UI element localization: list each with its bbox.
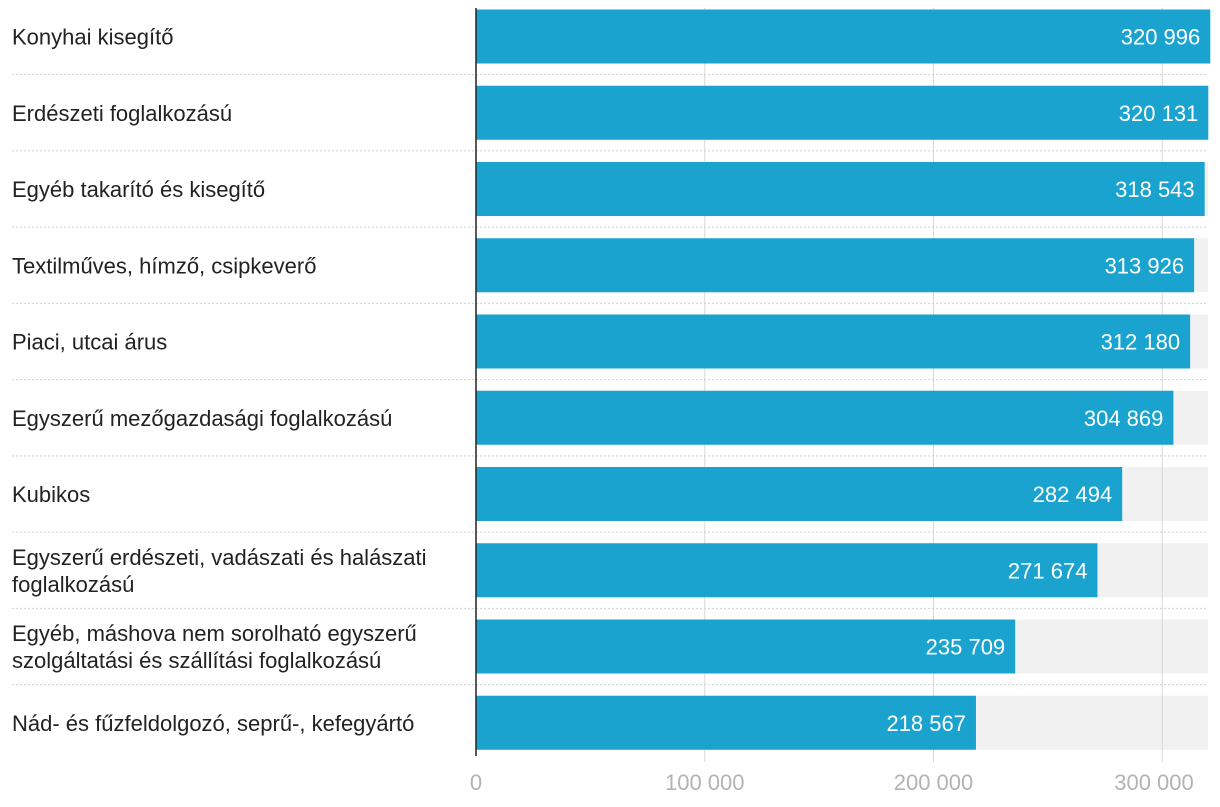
category-label-line: szolgáltatási és szállítási foglalkozású [12, 648, 381, 673]
bar-value-label: 312 180 [1101, 330, 1181, 355]
category-label-line: Piaci, utcai árus [12, 330, 167, 355]
x-tick-label: 300 000 [1114, 770, 1194, 795]
category-label-line: Textilműves, hímző, csipkeverő [12, 253, 316, 278]
category-label: Textilműves, hímző, csipkeverő [12, 253, 316, 278]
bar-value-label: 313 926 [1105, 253, 1185, 278]
category-label: Egyéb takarító és kisegítő [12, 177, 265, 202]
bar-value-label: 320 996 [1121, 25, 1201, 50]
bar[interactable] [476, 85, 1209, 140]
category-label-line: Nád- és fűzfeldolgozó, seprű-, kefegyárt… [12, 711, 414, 736]
bar-value-label: 271 674 [1008, 558, 1088, 583]
category-label: Egyszerű mezőgazdasági foglalkozású [12, 406, 392, 431]
bar[interactable] [476, 238, 1195, 293]
category-label-line: Erdészeti foglalkozású [12, 101, 232, 126]
category-label: Konyhai kisegítő [12, 25, 173, 50]
category-label: Erdészeti foglalkozású [12, 101, 232, 126]
category-label-line: Egyszerű erdészeti, vadászati és halásza… [12, 545, 427, 570]
category-label-line: Egyéb, máshova nem sorolható egyszerű [12, 621, 417, 646]
bar-value-label: 320 131 [1119, 101, 1199, 126]
x-tick-label: 0 [470, 770, 482, 795]
bar-value-label: 235 709 [926, 635, 1006, 660]
bar-value-label: 218 567 [886, 711, 966, 736]
category-label: Nád- és fűzfeldolgozó, seprű-, kefegyárt… [12, 711, 414, 736]
bar[interactable] [476, 467, 1123, 521]
x-tick-label: 200 000 [894, 770, 974, 795]
bar[interactable] [476, 162, 1205, 216]
bar[interactable] [476, 619, 1016, 674]
category-label: Kubikos [12, 482, 90, 507]
category-label-line: Egyéb takarító és kisegítő [12, 177, 265, 202]
category-label: Piaci, utcai árus [12, 330, 167, 355]
bar[interactable] [476, 314, 1191, 369]
category-label: Egyszerű erdészeti, vadászati és halásza… [12, 545, 427, 597]
x-tick-label: 100 000 [665, 770, 745, 795]
category-label: Egyéb, máshova nem sorolható egyszerű szo… [12, 621, 417, 673]
bar[interactable] [476, 695, 976, 750]
bar-value-label: 318 543 [1115, 177, 1195, 202]
category-label-line: Konyhai kisegítő [12, 25, 173, 50]
bar[interactable] [476, 543, 1098, 598]
bar-value-label: 282 494 [1033, 482, 1113, 507]
category-label-line: Egyszerű mezőgazdasági foglalkozású [12, 406, 392, 431]
category-label-line: Kubikos [12, 482, 90, 507]
category-label-line: foglalkozású [12, 572, 134, 597]
bar[interactable] [476, 9, 1211, 64]
bar-value-label: 304 869 [1084, 406, 1164, 431]
bar[interactable] [476, 390, 1174, 445]
